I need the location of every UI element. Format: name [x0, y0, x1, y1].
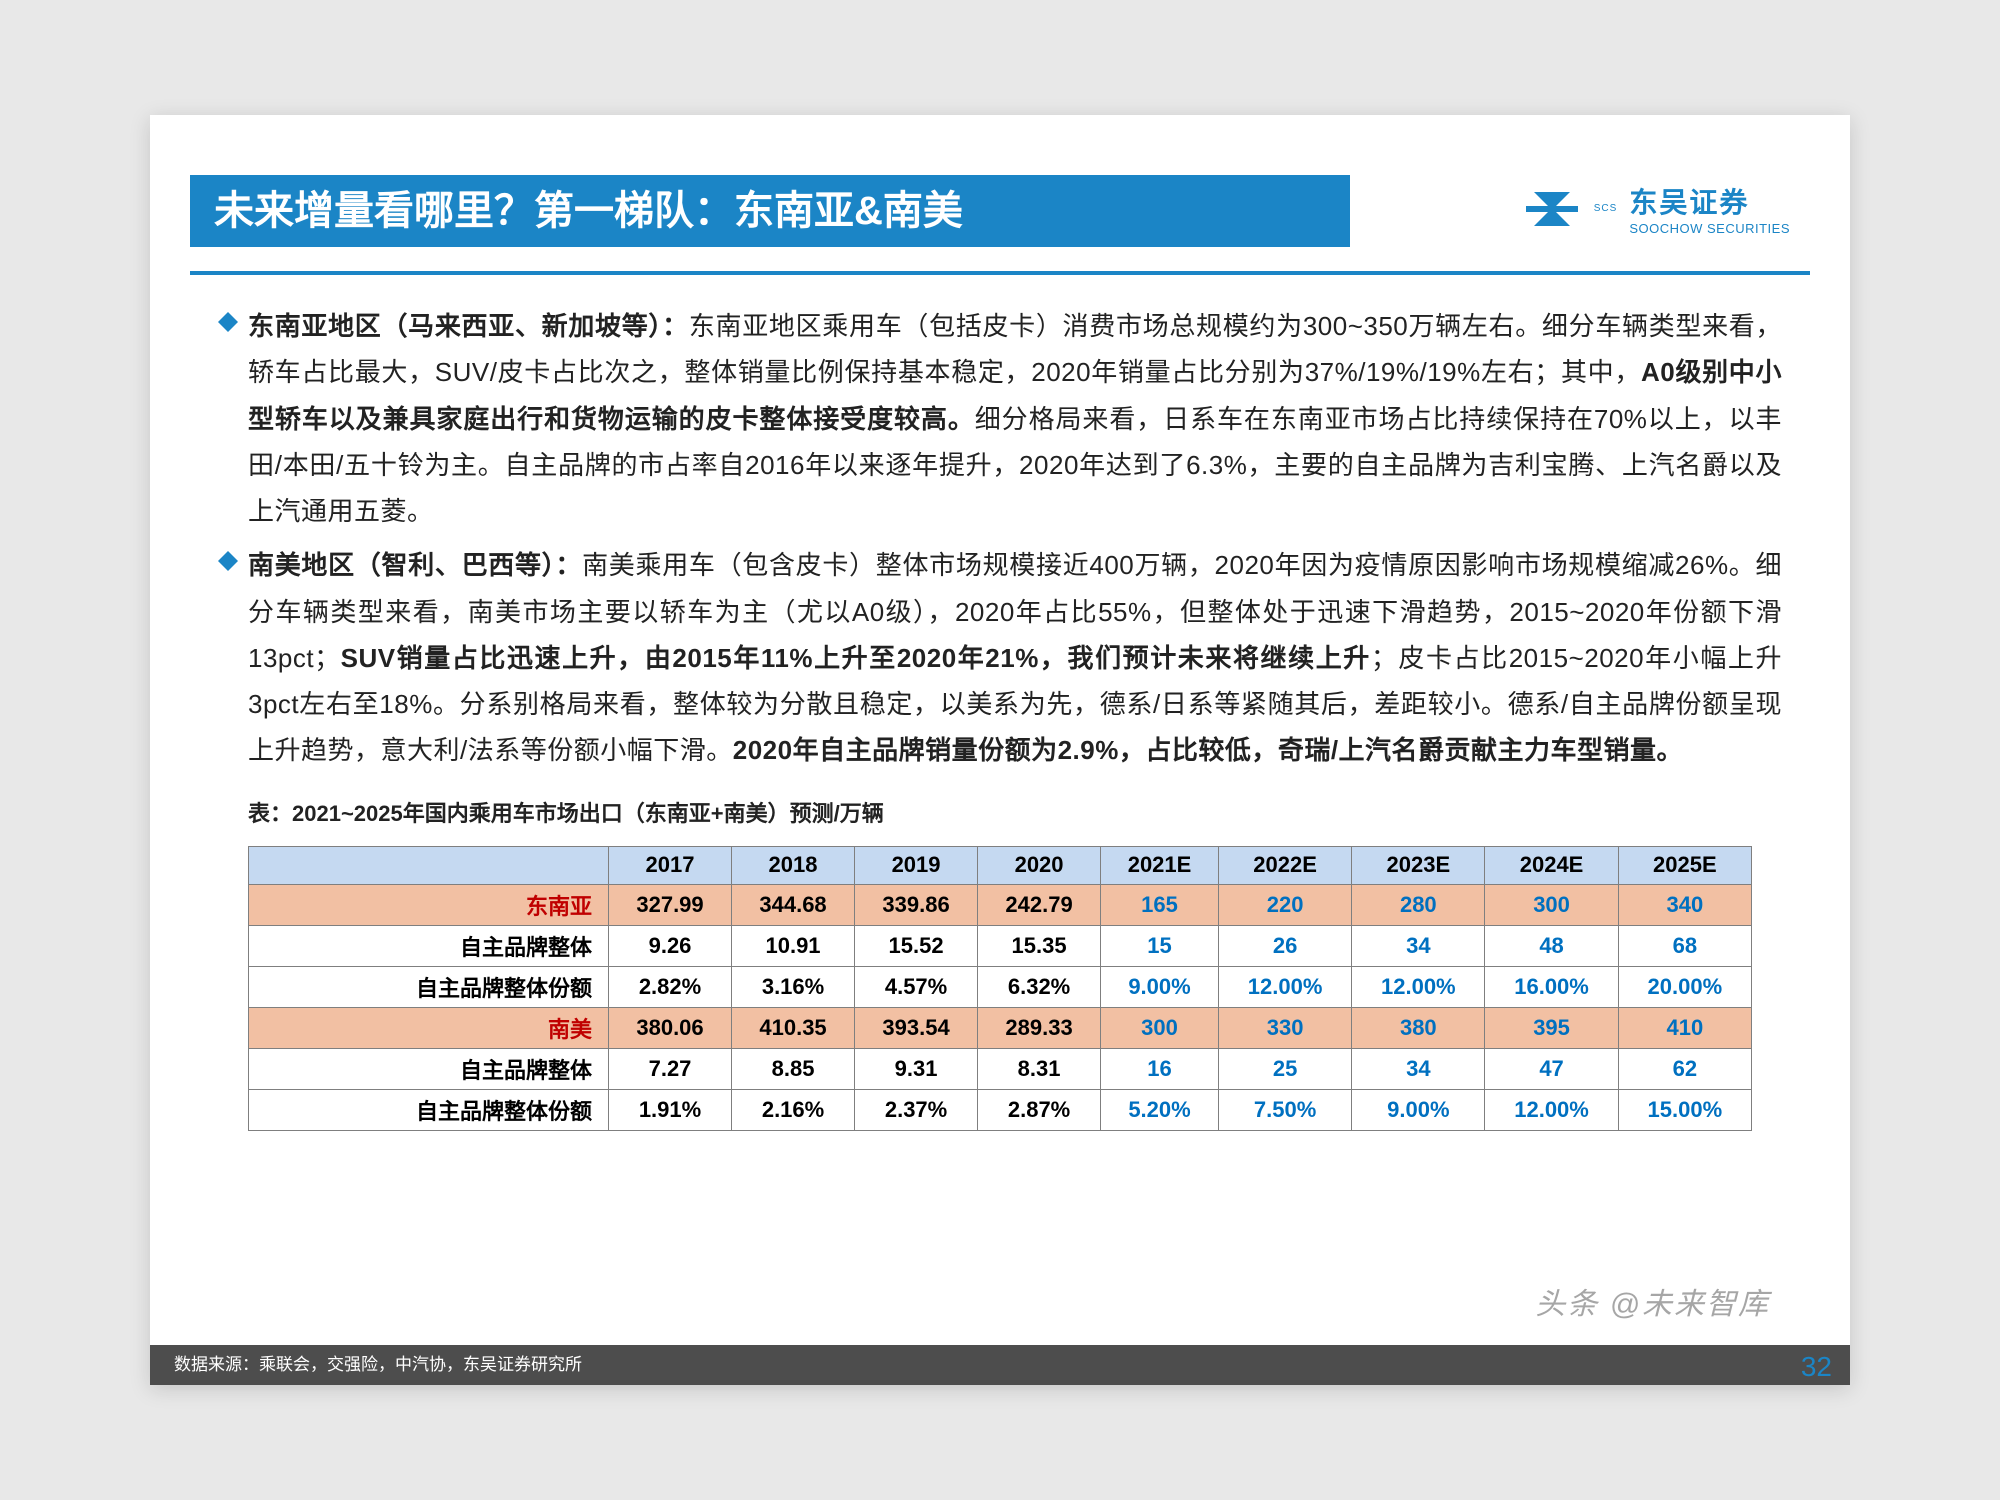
table-cell: 15.00%: [1618, 1089, 1751, 1130]
table-cell: 8.31: [978, 1048, 1101, 1089]
table-cell: 327.99: [609, 884, 732, 925]
table-cell: 2.82%: [609, 966, 732, 1007]
table-cell: 8.85: [732, 1048, 855, 1089]
table-header-empty: [249, 846, 609, 884]
diamond-icon: [218, 551, 238, 571]
table-cell: 25: [1218, 1048, 1351, 1089]
row-label: 自主品牌整体份额: [249, 966, 609, 1007]
table-cell: 9.31: [855, 1048, 978, 1089]
table-cell: 34: [1352, 1048, 1485, 1089]
table-cell: 3.16%: [732, 966, 855, 1007]
table-header: 2018: [732, 846, 855, 884]
table-cell: 7.27: [609, 1048, 732, 1089]
table-cell: 410.35: [732, 1007, 855, 1048]
table-cell: 330: [1218, 1007, 1351, 1048]
table-cell: 6.32%: [978, 966, 1101, 1007]
table-header: 2022E: [1218, 846, 1351, 884]
logo-sub: SCS: [1594, 203, 1618, 214]
table-cell: 12.00%: [1218, 966, 1351, 1007]
table-cell: 12.00%: [1352, 966, 1485, 1007]
table-cell: 300: [1101, 1007, 1219, 1048]
table-cell: 48: [1485, 925, 1618, 966]
table-cell: 12.00%: [1485, 1089, 1618, 1130]
table-cell: 15.35: [978, 925, 1101, 966]
table-cell: 16.00%: [1485, 966, 1618, 1007]
table-row: 东南亚327.99344.68339.86242.791652202803003…: [249, 884, 1752, 925]
bullet-item: 东南亚地区（马来西亚、新加坡等）：东南亚地区乘用车（包括皮卡）消费市场总规模约为…: [218, 303, 1782, 534]
table-cell: 7.50%: [1218, 1089, 1351, 1130]
table-cell: 15.52: [855, 925, 978, 966]
table-cell: 1.91%: [609, 1089, 732, 1130]
table-cell: 34: [1352, 925, 1485, 966]
bullet-text: 南美地区（智利、巴西等）：南美乘用车（包含皮卡）整体市场规模接近400万辆，20…: [248, 542, 1782, 773]
table-cell: 395: [1485, 1007, 1618, 1048]
table-cell: 62: [1618, 1048, 1751, 1089]
table-cell: 16: [1101, 1048, 1219, 1089]
table-cell: 344.68: [732, 884, 855, 925]
table-header: 2021E: [1101, 846, 1219, 884]
table-cell: 15: [1101, 925, 1219, 966]
table-header: 2020: [978, 846, 1101, 884]
bullet-text: 东南亚地区（马来西亚、新加坡等）：东南亚地区乘用车（包括皮卡）消费市场总规模约为…: [248, 303, 1782, 534]
table-cell: 380.06: [609, 1007, 732, 1048]
table-row: 自主品牌整体份额2.82%3.16%4.57%6.32%9.00%12.00%1…: [249, 966, 1752, 1007]
table-header: 2019: [855, 846, 978, 884]
table-cell: 9.00%: [1101, 966, 1219, 1007]
table-header: 2025E: [1618, 846, 1751, 884]
content-area: 东南亚地区（马来西亚、新加坡等）：东南亚地区乘用车（包括皮卡）消费市场总规模约为…: [218, 303, 1782, 1131]
table-cell: 340: [1618, 884, 1751, 925]
table-cell: 300: [1485, 884, 1618, 925]
table-header: 2023E: [1352, 846, 1485, 884]
table-cell: 2.37%: [855, 1089, 978, 1130]
table-cell: 280: [1352, 884, 1485, 925]
data-table: 20172018201920202021E2022E2023E2024E2025…: [248, 846, 1752, 1131]
table-cell: 165: [1101, 884, 1219, 925]
company-name-cn: 东吴证券: [1629, 181, 1790, 221]
row-label: 自主品牌整体: [249, 1048, 609, 1089]
company-name-en: SOOCHOW SECURITIES: [1629, 221, 1790, 236]
watermark: 头条 @未来智库: [1535, 1279, 1770, 1323]
row-label: 自主品牌整体份额: [249, 1089, 609, 1130]
table-cell: 26: [1218, 925, 1351, 966]
table-row: 自主品牌整体9.2610.9115.5215.351526344868: [249, 925, 1752, 966]
row-label: 东南亚: [249, 884, 609, 925]
bullet-item: 南美地区（智利、巴西等）：南美乘用车（包含皮卡）整体市场规模接近400万辆，20…: [218, 542, 1782, 773]
table-cell: 9.26: [609, 925, 732, 966]
table-row: 南美380.06410.35393.54289.3330033038039541…: [249, 1007, 1752, 1048]
table-cell: 68: [1618, 925, 1751, 966]
table-cell: 339.86: [855, 884, 978, 925]
table-cell: 242.79: [978, 884, 1101, 925]
table-cell: 2.16%: [732, 1089, 855, 1130]
data-source: 数据来源：乘联会，交强险，中汽协，东吴证券研究所: [174, 1355, 582, 1374]
table-cell: 289.33: [978, 1007, 1101, 1048]
page-title: 未来增量看哪里？第一梯队：东南亚&南美: [190, 175, 1350, 247]
table-cell: 5.20%: [1101, 1089, 1219, 1130]
table-cell: 9.00%: [1352, 1089, 1485, 1130]
table-header: 2024E: [1485, 846, 1618, 884]
table-cell: 380: [1352, 1007, 1485, 1048]
footer-bar: 数据来源：乘联会，交强险，中汽协，东吴证券研究所: [150, 1345, 1850, 1385]
page-number: 32: [1801, 1351, 1832, 1383]
table-row: 自主品牌整体份额1.91%2.16%2.37%2.87%5.20%7.50%9.…: [249, 1089, 1752, 1130]
company-logo: SCS 东吴证券 SOOCHOW SECURITIES: [1522, 181, 1790, 236]
row-label: 自主品牌整体: [249, 925, 609, 966]
table-header: 2017: [609, 846, 732, 884]
table-cell: 220: [1218, 884, 1351, 925]
logo-icon: [1522, 184, 1582, 234]
diamond-icon: [218, 312, 238, 332]
table-cell: 20.00%: [1618, 966, 1751, 1007]
table-cell: 410: [1618, 1007, 1751, 1048]
table-cell: 10.91: [732, 925, 855, 966]
accent-line: [190, 271, 1810, 275]
table-cell: 393.54: [855, 1007, 978, 1048]
slide-page: 未来增量看哪里？第一梯队：东南亚&南美 SCS 东吴证券 SOOCHOW SEC…: [150, 115, 1850, 1385]
table-cell: 4.57%: [855, 966, 978, 1007]
table-row: 自主品牌整体7.278.859.318.311625344762: [249, 1048, 1752, 1089]
table-cell: 47: [1485, 1048, 1618, 1089]
row-label: 南美: [249, 1007, 609, 1048]
table-caption: 表：2021~2025年国内乘用车市场出口（东南亚+南美）预测/万辆: [248, 796, 1782, 828]
table-cell: 2.87%: [978, 1089, 1101, 1130]
